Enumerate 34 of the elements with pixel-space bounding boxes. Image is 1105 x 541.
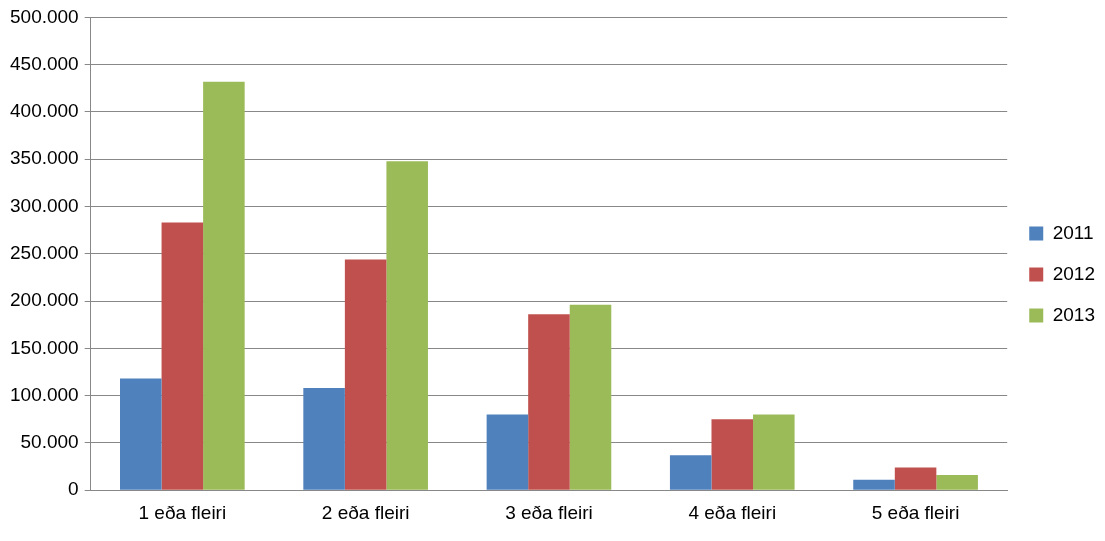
bar [203,81,245,490]
y-tick-label: 500.000 [9,5,79,27]
bar [528,314,570,490]
bar [386,161,428,490]
bar [753,414,795,490]
x-tick-label: 1 eða fleiri [138,501,227,523]
bar [344,259,387,490]
x-tick-label: 2 eða fleiri [321,501,410,523]
x-tick-label: 4 eða fleiri [688,501,777,523]
bar [669,455,712,490]
bar [569,304,612,490]
y-tick-label: 250.000 [9,242,79,264]
bar [303,388,345,490]
y-tick-label: 200.000 [9,289,79,311]
bar [936,475,978,490]
y-tick-label: 400.000 [9,100,79,122]
bar [853,479,895,490]
y-tick-label: 300.000 [9,194,79,216]
bar [486,414,529,490]
x-tick-label: 5 eða fleiri [871,501,960,523]
y-tick-label: 150.000 [9,336,79,358]
bar [120,378,162,490]
x-tick-label: 3 eða fleiri [505,501,593,523]
legend-label: 2011 [1052,221,1094,243]
legend-label: 2012 [1052,262,1096,284]
y-tick-label: 450.000 [9,52,79,74]
y-tick-label: 350.000 [9,147,79,169]
legend-label: 2013 [1052,303,1096,325]
bar [894,467,937,490]
y-tick-label: 50.000 [20,431,79,453]
bar [161,222,204,490]
bar [711,419,754,490]
y-tick-label: 100.000 [9,383,79,405]
y-tick-label: 0 [68,478,79,500]
